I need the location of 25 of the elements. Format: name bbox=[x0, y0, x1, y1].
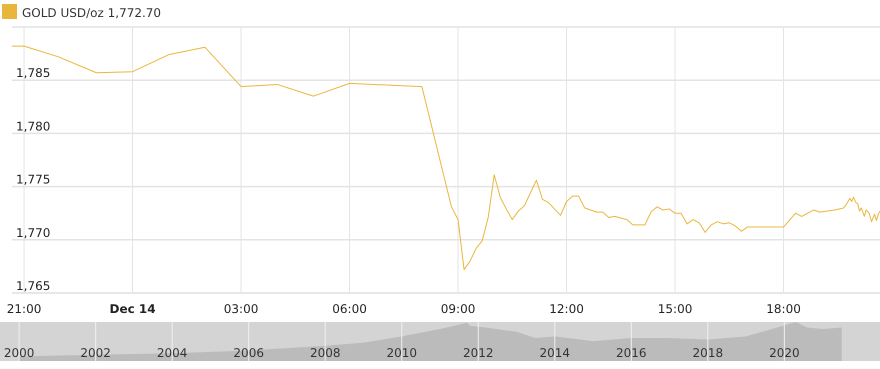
x-tick-label: Dec 14 bbox=[110, 302, 156, 316]
x-tick-label: 2006 bbox=[233, 346, 264, 360]
x-tick-label: 06:00 bbox=[332, 302, 367, 316]
y-tick-label: 1,785 bbox=[16, 66, 50, 80]
x-tick-label: 15:00 bbox=[658, 302, 692, 316]
x-tick-label: 2016 bbox=[616, 346, 647, 360]
x-tick-label: 2012 bbox=[462, 346, 494, 360]
x-tick-label: 03:00 bbox=[224, 302, 258, 316]
x-tick-label: 21:00 bbox=[6, 302, 42, 316]
x-tick-label: 12:00 bbox=[549, 302, 584, 316]
y-tick-label: 1,770 bbox=[16, 226, 50, 240]
legend-label: GOLD USD/oz 1,772.70 bbox=[22, 6, 162, 20]
y-tick-label: 1,780 bbox=[16, 119, 50, 134]
x-tick-label: 09:00 bbox=[440, 302, 476, 316]
x-tick-label: 18:00 bbox=[766, 302, 801, 316]
x-tick-label: 2020 bbox=[769, 346, 800, 360]
x-tick-label: 2002 bbox=[80, 346, 111, 360]
x-tick-label: 2000 bbox=[4, 346, 34, 360]
x-tick-label: 2018 bbox=[692, 346, 724, 360]
x-tick-label: 2004 bbox=[156, 346, 188, 360]
x-tick-label: 2014 bbox=[540, 346, 570, 360]
x-tick-label: 2010 bbox=[386, 346, 418, 360]
x-tick-label: 2008 bbox=[310, 346, 340, 360]
y-tick-label: 1,775 bbox=[16, 172, 50, 187]
y-tick-label: 1,765 bbox=[16, 279, 50, 293]
